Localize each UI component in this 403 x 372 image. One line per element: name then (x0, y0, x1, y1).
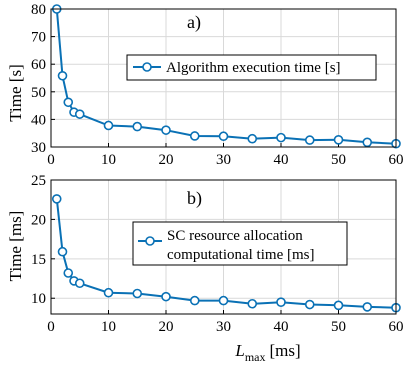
panel-a-data-point (247, 133, 258, 144)
panel-b-x-tick-label: 60 (389, 319, 403, 335)
panel-b-x-axis-label: Lmax [ms] (234, 341, 300, 364)
panel-b-x-axis-label-sub: max (245, 350, 266, 364)
panel-a-data-point (57, 70, 68, 81)
panel-b-data-point (132, 288, 143, 299)
panel-b-data-point (74, 278, 85, 289)
panel-a-data-point (63, 97, 74, 108)
panel-a-tick-labels: 0 10 20 30 40 50 60 30 40 50 60 70 80 (31, 2, 403, 168)
panel-b-data-point (189, 295, 200, 306)
panel-a-y-tick-label: 60 (31, 57, 46, 73)
panel-b-data-point (63, 268, 74, 278)
panel-b-data-point (103, 287, 114, 298)
panel-a-series-line (55, 8, 397, 145)
panel-a-legend: Algorithm execution time [s] (126, 54, 377, 81)
panel-a-x-tick-label: 50 (331, 152, 346, 168)
panel-b-x-tick-label: 0 (47, 319, 55, 335)
panel-b-x-tick-label: 30 (216, 319, 231, 335)
panel-b-data-point (362, 302, 373, 312)
panel-b-x-tick-label: 10 (101, 319, 116, 335)
panel-b-legend-marker (145, 236, 155, 246)
panel-b-frame (50, 179, 397, 315)
panel-a-data-point (276, 132, 286, 143)
panel-a-data-point (218, 131, 229, 142)
panel-b-x-axis-label-unit: [ms] (269, 341, 300, 360)
panel-b-data-point (247, 298, 258, 309)
panel-b-data-point (218, 295, 229, 306)
panel-b-legend-box (132, 221, 348, 266)
panel-a-x-tick-label: 60 (389, 152, 403, 168)
panel-a-y-tick-label: 50 (31, 85, 46, 101)
panel-a-y-tick-label: 40 (31, 112, 46, 128)
panel-b-data-point (57, 246, 68, 257)
panel-a-data-point (74, 109, 85, 119)
panel-b-data-point (304, 299, 315, 310)
panel-b-data-point (276, 297, 286, 307)
panel-a-label: a) (187, 12, 201, 33)
panel-a-x-tick-label: 0 (47, 152, 55, 168)
panel-b-series-line (55, 198, 397, 309)
panel-a-legend-label: Algorithm execution time [s] (166, 60, 341, 76)
panel-b-data-point (51, 194, 62, 204)
panel-b-x-tick-label: 50 (331, 319, 346, 335)
panel-a-data-point (333, 135, 344, 145)
panel-a-x-tick-label: 10 (101, 152, 116, 168)
panel-a-data-point (362, 137, 373, 148)
panel-a-x-tick-label: 30 (216, 152, 231, 168)
panel-a: 0 10 20 30 40 50 60 30 40 50 60 70 80 Time [s] a) Al… (6, 2, 403, 168)
panel-b-label: b) (187, 188, 202, 209)
panel-a-data-point (189, 131, 200, 141)
panel-b-y-axis-label: Time [ms] (6, 211, 25, 282)
panel-b-y-tick-label: 15 (31, 252, 46, 268)
panel-a-y-axis-label: Time [s] (6, 64, 25, 121)
panel-b-x-axis-label-var: L (234, 341, 244, 360)
panel-b-legend-label-line-1: SC resource allocation (167, 228, 303, 244)
panel-a-y-tick-label: 30 (31, 140, 46, 156)
panel-b-plot (51, 194, 401, 313)
panel-a-x-tick-label: 40 (274, 152, 289, 168)
panel-a-frame (50, 8, 397, 148)
panel-b-y-tick-label: 25 (31, 173, 46, 189)
panel-b-y-tick-label: 20 (31, 212, 46, 228)
panel-b-y-tick-label: 10 (31, 291, 46, 307)
panel-a-data-point (304, 135, 315, 145)
panel-a-y-tick-label: 70 (31, 30, 46, 46)
panel-b-legend-label-line-2: computational time [ms] (167, 247, 314, 263)
panel-b-legend: SC resource allocation computational tim… (132, 221, 348, 266)
panel-a-data-point (103, 120, 114, 131)
panel-a-x-tick-label: 20 (159, 152, 174, 168)
panel-b-data-point (161, 291, 171, 302)
panel-b-data-point (333, 300, 344, 311)
panel-a-data-point (161, 125, 171, 135)
panel-b-x-tick-label: 40 (274, 319, 289, 335)
panel-a-legend-marker (142, 62, 152, 72)
panel-b-x-tick-label: 20 (159, 319, 174, 335)
panel-a-data-point (132, 121, 143, 132)
panel-a-legend-box (126, 54, 377, 81)
panel-a-y-tick-label: 80 (31, 2, 46, 18)
